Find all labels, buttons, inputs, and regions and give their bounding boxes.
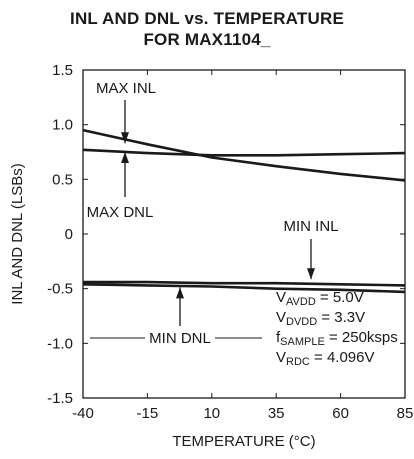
min-dnl-arrow-head [176,287,184,299]
y-tick-label: 1.5 [52,62,73,79]
series-line-min-inl [83,280,406,287]
condition-line: VDVDD = 3.3V [276,309,365,328]
series-line-max-inl [82,128,406,182]
min-inl-arrow-head [307,268,315,280]
x-tick-label: -40 [72,405,94,422]
chart-title: INL AND DNL vs. TEMPERATURE [70,9,344,28]
condition-line: fSAMPLE = 250ksps [276,329,398,348]
series-line-min-dnl [82,283,406,294]
label-min-dnl: MIN DNL [149,330,211,347]
y-tick-label: -0.5 [47,281,73,298]
label-max-inl: MAX INL [96,80,156,97]
x-tick-label: 85 [397,405,414,422]
series-lines [82,128,406,294]
y-tick-label: -1.0 [47,335,73,352]
y-axis-label: INL AND DNL (LSBs) [9,163,26,304]
chart-subtitle: FOR MAX1104_ [143,30,271,49]
x-tick-label: 60 [332,405,349,422]
tick-marks [82,69,406,399]
y-tick-label: -1.5 [47,390,73,407]
x-tick-label: 35 [268,405,285,422]
max-inl-arrow-head [121,132,129,144]
x-axis-label: TEMPERATURE (°C) [172,433,315,450]
max-dnl-arrow-head [121,152,129,163]
y-tick-label: 0.5 [52,171,73,188]
label-max-dnl: MAX DNL [87,204,154,221]
series-line-max-dnl [82,148,406,157]
y-tick-label: 1.0 [52,117,73,134]
condition-line: VAVDD = 5.0V [276,289,364,308]
annotations: MAX INL MAX DNL MIN INL MIN DNL [87,80,339,347]
tick-labels: -40 -15 10 35 60 85 1.5 1.0 0.5 0 -0.5 -1.0 -1.5 [47,62,413,422]
label-min-inl: MIN INL [283,218,338,235]
x-tick-label: -15 [137,405,159,422]
x-tick-label: 10 [203,405,220,422]
condition-line: VRDC = 4.096V [276,349,375,368]
y-tick-label: 0 [65,226,73,243]
